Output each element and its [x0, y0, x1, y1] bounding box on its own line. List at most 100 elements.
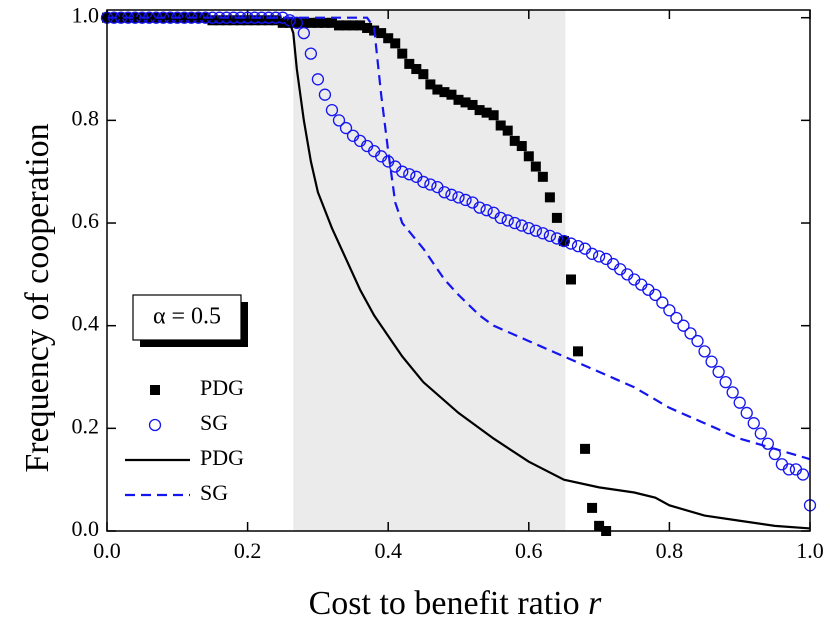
circle-marker [571, 239, 585, 253]
y-tick-label: 1.0 [72, 3, 100, 28]
circle-marker [557, 234, 571, 248]
circle-marker [438, 186, 451, 199]
circle-marker [740, 406, 753, 420]
circle-marker [332, 114, 346, 127]
square-marker [587, 502, 598, 513]
square-marker [565, 274, 576, 285]
circle-marker [782, 463, 796, 476]
square-marker [319, 17, 330, 28]
y-tick-label: 0.0 [72, 516, 100, 541]
x-tick-label: 1.0 [796, 538, 824, 563]
square-marker [390, 38, 401, 49]
x-tick-label: 0.4 [374, 538, 402, 563]
circle-marker [684, 327, 697, 340]
square-marker [432, 84, 443, 95]
legend-label: PDG [200, 445, 244, 470]
square-marker [446, 89, 457, 100]
circle-marker [424, 178, 437, 191]
annotation: α = 0.5 [153, 304, 221, 330]
square-marker [594, 520, 605, 531]
circle-marker [543, 229, 557, 243]
circle-marker [522, 222, 535, 235]
circle-marker [761, 437, 774, 450]
square-marker [509, 135, 520, 146]
circle-marker [403, 168, 416, 181]
circle-marker [649, 288, 662, 302]
circle-marker [311, 73, 325, 86]
circle-marker [726, 386, 739, 399]
series-line [106, 16, 811, 530]
circle-marker [290, 16, 303, 29]
square-marker [291, 17, 302, 28]
circle-marker [733, 396, 746, 409]
circle-marker [494, 211, 507, 225]
y-tick-label: 0.8 [72, 105, 100, 130]
square-marker [488, 110, 499, 121]
square-marker [537, 171, 548, 182]
x-tick-label: 0.6 [515, 538, 543, 563]
legend-label: SG [200, 410, 228, 435]
y-axis-title: Frequency of cooperation [19, 123, 56, 472]
circle-marker [459, 193, 472, 207]
circle-marker [705, 355, 718, 368]
square-marker [558, 235, 569, 246]
square-marker [573, 346, 584, 357]
x-axis-title: Cost to benefit ratio r [309, 585, 603, 622]
square-marker [425, 79, 436, 90]
shaded-region [293, 10, 566, 531]
circle-marker [508, 216, 521, 230]
square-marker [439, 87, 450, 98]
square-marker [348, 20, 359, 31]
square-marker [312, 17, 323, 28]
circle-marker [325, 103, 339, 117]
x-tick-label: 0.0 [93, 538, 121, 563]
y-tick-label: 0.2 [72, 413, 100, 438]
square-marker [467, 99, 478, 110]
square-marker [418, 69, 429, 80]
square-marker [326, 17, 337, 28]
square-marker [355, 20, 366, 31]
circle-marker [691, 334, 704, 348]
series-line [107, 16, 811, 461]
circle-marker [663, 304, 676, 317]
x-tick-label: 0.8 [656, 538, 684, 563]
circle-marker [747, 417, 760, 430]
circle-marker [304, 47, 318, 60]
circle-marker [396, 165, 409, 178]
square-marker [474, 105, 485, 116]
circle-marker [473, 201, 486, 214]
circle-marker [656, 296, 669, 309]
square-marker [551, 212, 562, 223]
square-marker [298, 17, 309, 28]
square-marker [179, 12, 190, 23]
circle-marker [445, 188, 458, 201]
square-marker [523, 151, 534, 162]
plot-background [293, 10, 566, 531]
square-marker [411, 64, 422, 75]
square-marker [453, 94, 464, 105]
x-axis-title-text: Cost to benefit ratio [309, 585, 580, 622]
square-marker [544, 192, 555, 203]
circle-marker [536, 227, 550, 240]
circle-marker [297, 26, 310, 40]
circle-marker [698, 345, 711, 358]
legend-marker [150, 385, 160, 395]
y-tick-label: 0.6 [72, 208, 100, 233]
circle-marker [670, 311, 683, 325]
circle-marker [719, 375, 732, 389]
square-marker [193, 12, 204, 23]
circle-marker [796, 468, 810, 481]
circle-marker [318, 88, 332, 101]
square-marker [530, 161, 541, 172]
circle-marker [754, 427, 767, 440]
square-marker [495, 120, 506, 131]
square-marker [580, 443, 591, 454]
legend-label: SG [200, 480, 228, 505]
square-marker [516, 141, 527, 152]
square-marker [481, 107, 492, 118]
y-tick-label: 0.4 [72, 311, 100, 336]
legend-label: PDG [200, 375, 244, 400]
square-marker [376, 28, 387, 39]
